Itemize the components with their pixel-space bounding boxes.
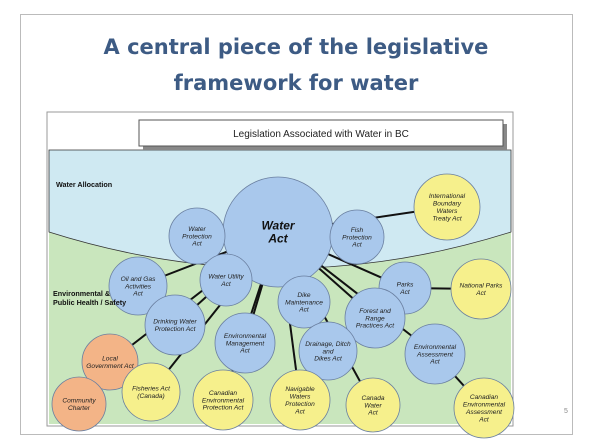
node	[192, 369, 254, 431]
node-label: Act	[367, 410, 379, 417]
node-label: Charter	[68, 405, 91, 412]
node-label: Activities	[124, 283, 152, 290]
node-label: Protection	[342, 234, 372, 241]
node-label: National Parks	[460, 283, 504, 290]
node-label: Parks	[397, 282, 415, 289]
node-label: Range	[365, 315, 385, 322]
node-label: Community	[62, 398, 96, 405]
node-label: Water	[188, 226, 206, 233]
node-label: Act	[132, 291, 144, 298]
region-label: Public Health / Safety	[53, 298, 126, 307]
heading-box	[138, 119, 504, 147]
node-label: and	[322, 348, 333, 355]
node	[298, 321, 358, 381]
node	[345, 377, 401, 433]
node-label: Waters	[437, 208, 458, 215]
node	[81, 333, 139, 391]
node	[144, 294, 206, 356]
node-label: Waters	[290, 394, 311, 401]
node-label: Protection	[182, 233, 212, 240]
page-number: 5	[564, 408, 568, 415]
node-label: Environmental	[202, 397, 245, 404]
title-line: framework for water	[174, 71, 419, 95]
node-label: Government Act	[86, 363, 135, 370]
node-label: Navigable	[285, 386, 315, 393]
node	[214, 312, 276, 374]
node-label: Act	[351, 242, 363, 249]
node-label: Management	[226, 340, 266, 347]
node-label: Act	[298, 307, 310, 314]
node	[413, 173, 481, 241]
node-label: Local	[102, 356, 118, 363]
node-label: International	[429, 193, 466, 200]
node	[108, 256, 168, 316]
node-label: Protection Act	[155, 326, 197, 333]
node-label: Boundary	[433, 201, 462, 208]
node-label: Dike	[297, 292, 311, 299]
title-line: A central piece of the legislative	[104, 35, 489, 59]
node-label: Act	[478, 416, 490, 423]
node-label: Oil and Gas	[121, 276, 157, 283]
node-label: Practices Act	[356, 323, 395, 330]
node-label: Fish	[351, 227, 364, 234]
node	[121, 362, 181, 422]
node	[450, 258, 512, 320]
node-label: Act	[475, 290, 487, 297]
node-label: Act	[220, 281, 232, 288]
node-label: Environmental	[463, 402, 506, 409]
node-label: Act	[267, 232, 288, 246]
node-label: Treaty Act	[432, 215, 462, 222]
node-label: Act	[294, 408, 306, 415]
diagram-heading: Legislation Associated with Water in BC	[233, 129, 409, 140]
node-label: Maintenance	[285, 299, 323, 306]
node-label: Environmental	[224, 333, 267, 340]
node-label: (Canada)	[137, 393, 165, 400]
region-label: Environmental &	[53, 289, 110, 298]
node	[269, 369, 331, 431]
node	[329, 209, 385, 265]
node	[199, 253, 253, 307]
node-label: Assessment	[465, 409, 503, 416]
node-label: Fisheries Act	[132, 386, 171, 393]
node-label: Act	[191, 241, 203, 248]
node-label: Act	[399, 289, 411, 296]
node	[51, 376, 107, 432]
nodes: WaterActWaterProtectionActFishProtection…	[51, 173, 515, 439]
node-label: Forest and	[359, 308, 391, 315]
node-label: Canadian	[470, 394, 499, 401]
node	[277, 275, 331, 329]
region-labels: Water Allocation Environmental &Public He…	[53, 180, 126, 307]
region-label: Water Allocation	[56, 180, 112, 189]
node	[453, 377, 515, 439]
node	[404, 323, 466, 385]
node-label: Protection	[285, 401, 315, 408]
node-label: Water Utility	[208, 274, 244, 281]
node-label: Act	[429, 359, 441, 366]
node-label: Water	[364, 402, 382, 409]
node	[168, 207, 226, 265]
node-label: Dikes Act	[314, 356, 343, 363]
node-label: Canadian	[209, 390, 238, 397]
node-label: Act	[239, 348, 251, 355]
node-label: Assessment	[416, 351, 454, 358]
node-label: Water	[261, 219, 295, 233]
node-label: Canada	[361, 395, 384, 402]
node	[344, 287, 406, 349]
node-label: Environmental	[414, 344, 457, 351]
node-label: Drainage, Ditch	[305, 341, 351, 348]
node-label: Protection Act	[203, 405, 245, 412]
node-label: Drinking Water	[153, 319, 197, 326]
